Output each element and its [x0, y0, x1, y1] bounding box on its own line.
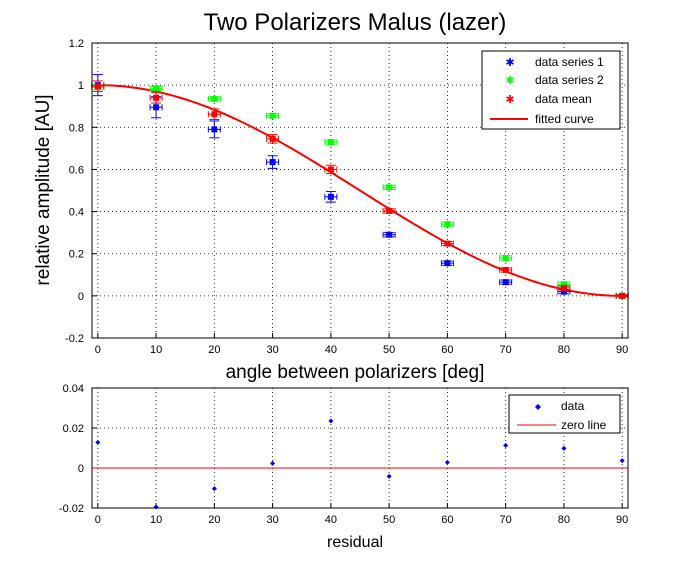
residual-x-tick-label: 60 [441, 514, 453, 526]
residual-point [270, 460, 276, 466]
residual-y-tick-label: 0 [78, 463, 84, 475]
main-x-axis-label: angle between polarizers [deg] [226, 362, 485, 383]
residual-x-tick-label: 80 [558, 514, 570, 526]
main-y-tick-label: 0.6 [69, 164, 84, 176]
residual-point [95, 439, 101, 445]
main-y-tick-label: 0.8 [69, 122, 84, 134]
legend-series-1-marker: ✱ [505, 57, 514, 69]
residual-points [95, 418, 625, 510]
data-point [444, 221, 451, 228]
legend-series-2-marker: ✱ [505, 75, 514, 87]
data-point [560, 281, 567, 288]
residual-point [386, 473, 392, 479]
series-3-points [91, 80, 629, 299]
main-points [91, 74, 629, 299]
residual-x-tick-label: 90 [616, 514, 628, 526]
data-point [502, 266, 509, 273]
legend-residual-data-marker: ◆ [535, 402, 542, 411]
main-y-tick-label: 0 [78, 291, 84, 303]
main-x-tick-label: 20 [208, 344, 220, 356]
residual-y-tick-label: 0.04 [63, 383, 84, 395]
main-axes-box [91, 42, 629, 339]
legend-fitted-curve-label: fitted curve [535, 112, 594, 126]
data-point [444, 240, 451, 247]
data-point [560, 288, 567, 295]
legend-zero-line-label: zero line [561, 418, 607, 432]
data-point [269, 135, 276, 142]
legend-series-2-label: data series 2 [535, 73, 604, 87]
residual-point [211, 486, 217, 492]
data-point [269, 159, 276, 166]
residual-x-tick-label: 0 [95, 514, 101, 526]
main-y-tick-label: 1.2 [69, 38, 84, 50]
data-point [327, 139, 334, 146]
main-fitted-curve-group [97, 84, 623, 297]
data-point [386, 184, 393, 191]
main-x-tick-label: 30 [266, 344, 278, 356]
main-x-tick-label: 80 [558, 344, 570, 356]
main-ticks: 0 10 20 30 40 50 60 70 80 90 -0.2 0 0.2 0.4 0.6 0.8 1 1.2 [65, 38, 628, 356]
residual-y-tick-label: -0.02 [59, 503, 84, 515]
main-y-tick-label: 0.4 [69, 207, 84, 219]
data-point [386, 231, 393, 238]
data-point [153, 104, 160, 111]
main-legend-box [481, 50, 621, 130]
main-x-tick-label: 40 [325, 344, 337, 356]
residual-point [503, 442, 509, 448]
data-point [269, 112, 276, 119]
residual-x-axis-label: residual [327, 534, 383, 551]
data-point [327, 193, 334, 200]
residual-point [619, 458, 625, 464]
main-x-tick-label: 0 [95, 344, 101, 356]
residual-y-tick-label: 0.02 [63, 423, 84, 435]
data-point [327, 166, 334, 173]
main-legend: ✱ data series 1 ✱ data series 2 ✱ data m… [481, 50, 621, 130]
main-y-axis-label: relative amplitude [AU] [33, 94, 54, 285]
residual-point [328, 418, 334, 424]
residual-x-tick-label: 20 [208, 514, 220, 526]
legend-residual-data-label: data [561, 399, 585, 413]
data-point [153, 94, 160, 101]
residual-x-tick-label: 40 [325, 514, 337, 526]
data-point [94, 83, 101, 90]
residual-x-tick-label: 30 [266, 514, 278, 526]
main-y-tick-label: 1 [78, 80, 84, 92]
data-point [502, 279, 509, 286]
residual-legend: ◆ data zero line [508, 394, 621, 434]
residual-point [444, 459, 450, 465]
fitted-curve-line [97, 84, 623, 297]
residual-x-tick-label: 10 [150, 514, 162, 526]
data-point [444, 260, 451, 267]
main-x-tick-label: 10 [150, 344, 162, 356]
main-y-tick-label: -0.2 [65, 333, 84, 345]
residual-ticks: 0 10 20 30 40 50 60 70 80 90 -0.02 0 0.02 0.04 [59, 383, 628, 526]
legend-series-1-label: data series 1 [535, 55, 604, 69]
main-y-tick-label: 0.2 [69, 249, 84, 261]
residual-x-tick-label: 70 [500, 514, 512, 526]
legend-mean-label: data mean [535, 92, 592, 106]
data-point [211, 95, 218, 102]
legend-mean-marker: ✱ [505, 94, 514, 106]
residual-x-tick-label: 50 [383, 514, 395, 526]
data-point [502, 254, 509, 261]
data-point [560, 284, 567, 291]
residual-legend-box [508, 394, 621, 434]
data-point [153, 85, 160, 92]
data-point [211, 126, 218, 133]
chart-title: Two Polarizers Malus (lazer) [204, 9, 507, 36]
main-x-tick-label: 90 [616, 344, 628, 356]
data-point [386, 207, 393, 214]
main-x-tick-label: 60 [441, 344, 453, 356]
data-point [619, 292, 626, 299]
main-x-tick-label: 50 [383, 344, 395, 356]
residual-axes-box [91, 387, 629, 509]
data-point [211, 111, 218, 118]
main-x-tick-label: 70 [500, 344, 512, 356]
residual-point [561, 445, 567, 451]
